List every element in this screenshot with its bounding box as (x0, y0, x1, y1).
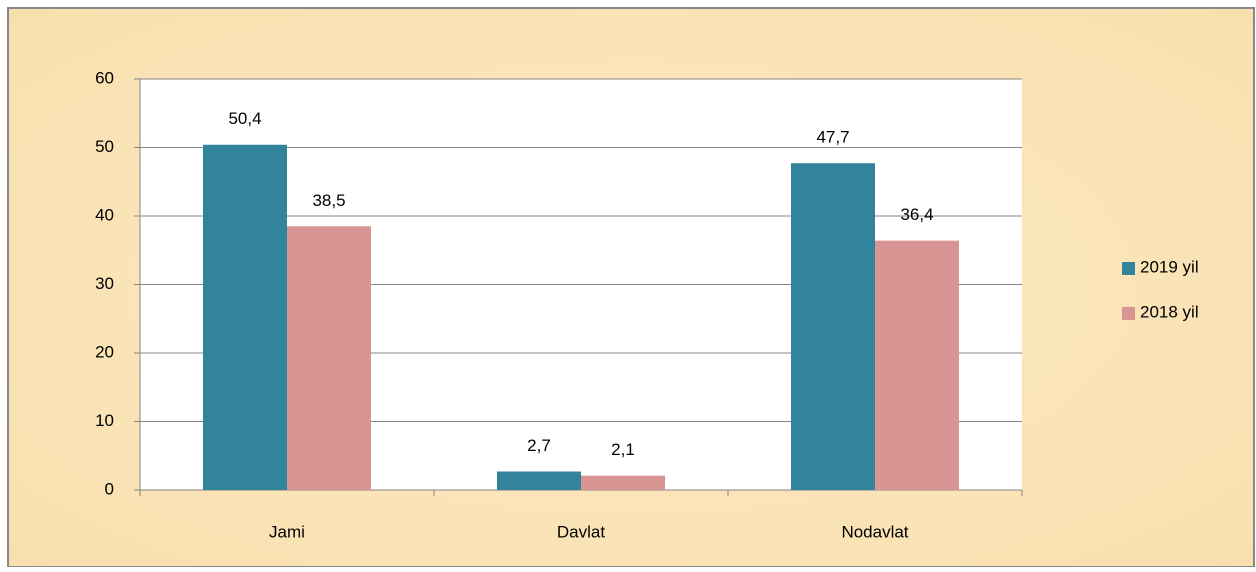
legend-swatch (1122, 262, 1135, 275)
x-tick-label: Jami (269, 522, 305, 541)
data-label: 47,7 (816, 128, 849, 147)
data-label: 50,4 (228, 109, 261, 128)
y-tick-label: 60 (95, 68, 114, 87)
legend-label: 2019 yil (1140, 257, 1199, 276)
bar (203, 144, 287, 490)
legend-label: 2018 yil (1140, 302, 1199, 321)
data-label: 36,4 (900, 205, 933, 224)
x-tick-label: Nodavlat (841, 522, 908, 541)
y-tick-label: 20 (95, 342, 114, 361)
y-tick-label: 50 (95, 137, 114, 156)
bar (791, 163, 875, 490)
y-tick-label: 40 (95, 205, 114, 224)
y-tick-label: 0 (105, 479, 114, 498)
y-tick-label: 30 (95, 274, 114, 293)
bar (875, 240, 959, 490)
data-label: 38,5 (312, 191, 345, 210)
legend-swatch (1122, 307, 1135, 320)
data-label: 2,7 (527, 436, 551, 455)
y-tick-label: 10 (95, 411, 114, 430)
x-tick-label: Davlat (557, 522, 605, 541)
data-label: 2,1 (611, 440, 635, 459)
bar (581, 475, 665, 490)
bar (287, 226, 371, 490)
bar (497, 471, 581, 490)
